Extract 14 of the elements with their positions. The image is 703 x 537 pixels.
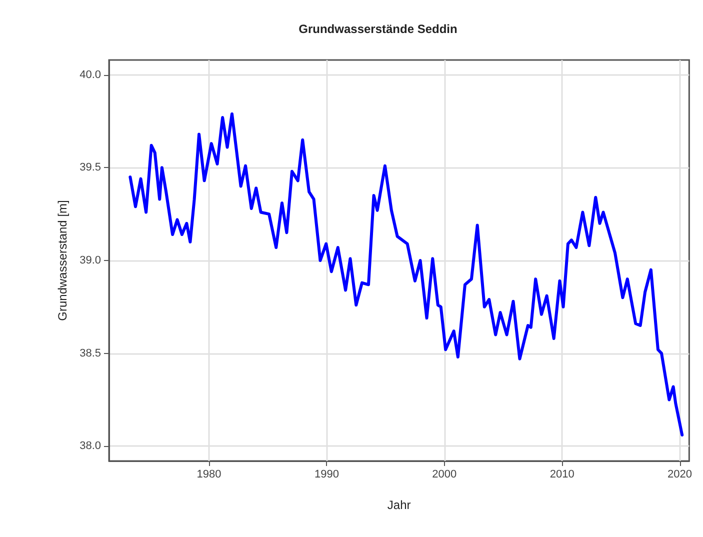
line-series [128, 112, 684, 437]
y-tick-label: 38.0 [80, 440, 101, 452]
y-axis-title: Grundwasserstand [m] [56, 200, 70, 321]
y-tick-label: 38.5 [80, 347, 101, 360]
x-tick-label: 2010 [550, 468, 574, 480]
x-axis-title: Jahr [387, 498, 411, 512]
y-tick-label: 40.0 [80, 68, 101, 81]
y-tick-label: 39.0 [80, 254, 101, 266]
x-tick-label: 2000 [432, 468, 457, 480]
chart-title: Grundwasserstände Seddin [298, 22, 458, 36]
x-tick-label: 1990 [314, 468, 339, 480]
x-tick-label: 1980 [196, 468, 222, 480]
y-tick-label: 39.5 [80, 162, 101, 174]
x-tick-label: 2020 [668, 468, 692, 480]
